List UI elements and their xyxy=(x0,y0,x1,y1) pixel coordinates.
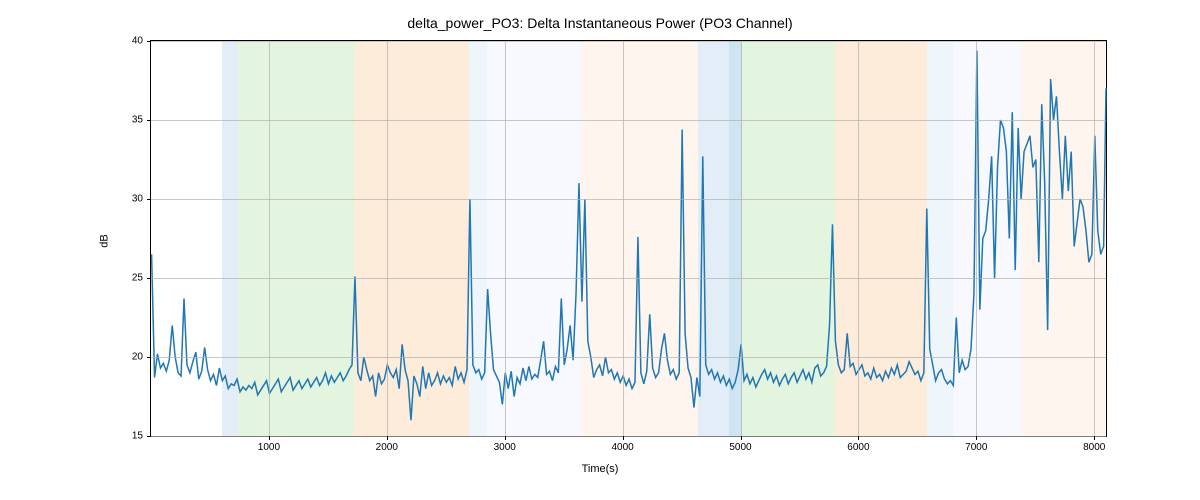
x-tick-mark xyxy=(505,436,506,440)
grid-line-h xyxy=(151,357,1106,358)
y-tick-label: 35 xyxy=(132,115,143,126)
x-tick-label: 3000 xyxy=(494,442,516,453)
y-axis-label: dB xyxy=(99,234,111,247)
chart-title: delta_power_PO3: Delta Instantaneous Pow… xyxy=(407,15,792,31)
x-tick-label: 7000 xyxy=(965,442,987,453)
y-tick-mark xyxy=(147,120,151,121)
grid-line-h xyxy=(151,199,1106,200)
y-tick-label: 15 xyxy=(132,431,143,442)
x-axis-label: Time(s) xyxy=(582,463,619,475)
grid-line-v xyxy=(269,41,270,436)
x-tick-mark xyxy=(269,436,270,440)
y-tick-label: 30 xyxy=(132,194,143,205)
x-tick-label: 8000 xyxy=(1083,442,1105,453)
plot-area: 1520253035401000200030004000500060007000… xyxy=(150,40,1107,437)
x-tick-label: 2000 xyxy=(376,442,398,453)
grid-line-v xyxy=(623,41,624,436)
grid-line-v xyxy=(741,41,742,436)
x-tick-mark xyxy=(1094,436,1095,440)
grid-line-v xyxy=(505,41,506,436)
grid-line-h xyxy=(151,41,1106,42)
x-tick-label: 5000 xyxy=(729,442,751,453)
grid-line-h xyxy=(151,278,1106,279)
y-tick-mark xyxy=(147,41,151,42)
series-line xyxy=(152,50,1106,420)
y-tick-label: 20 xyxy=(132,352,143,363)
grid-line-v xyxy=(1094,41,1095,436)
chart-container: delta_power_PO3: Delta Instantaneous Pow… xyxy=(0,0,1200,500)
y-tick-label: 25 xyxy=(132,273,143,284)
x-tick-label: 4000 xyxy=(611,442,633,453)
x-tick-mark xyxy=(976,436,977,440)
x-tick-mark xyxy=(858,436,859,440)
grid-line-v xyxy=(976,41,977,436)
x-tick-mark xyxy=(623,436,624,440)
grid-line-h xyxy=(151,120,1106,121)
line-series xyxy=(151,41,1106,436)
grid-line-h xyxy=(151,436,1106,437)
grid-line-v xyxy=(387,41,388,436)
x-tick-label: 6000 xyxy=(847,442,869,453)
grid-line-v xyxy=(858,41,859,436)
y-tick-mark xyxy=(147,278,151,279)
x-tick-mark xyxy=(741,436,742,440)
x-tick-mark xyxy=(387,436,388,440)
y-tick-mark xyxy=(147,436,151,437)
y-tick-label: 40 xyxy=(132,36,143,47)
y-tick-mark xyxy=(147,357,151,358)
x-tick-label: 1000 xyxy=(258,442,280,453)
y-tick-mark xyxy=(147,199,151,200)
